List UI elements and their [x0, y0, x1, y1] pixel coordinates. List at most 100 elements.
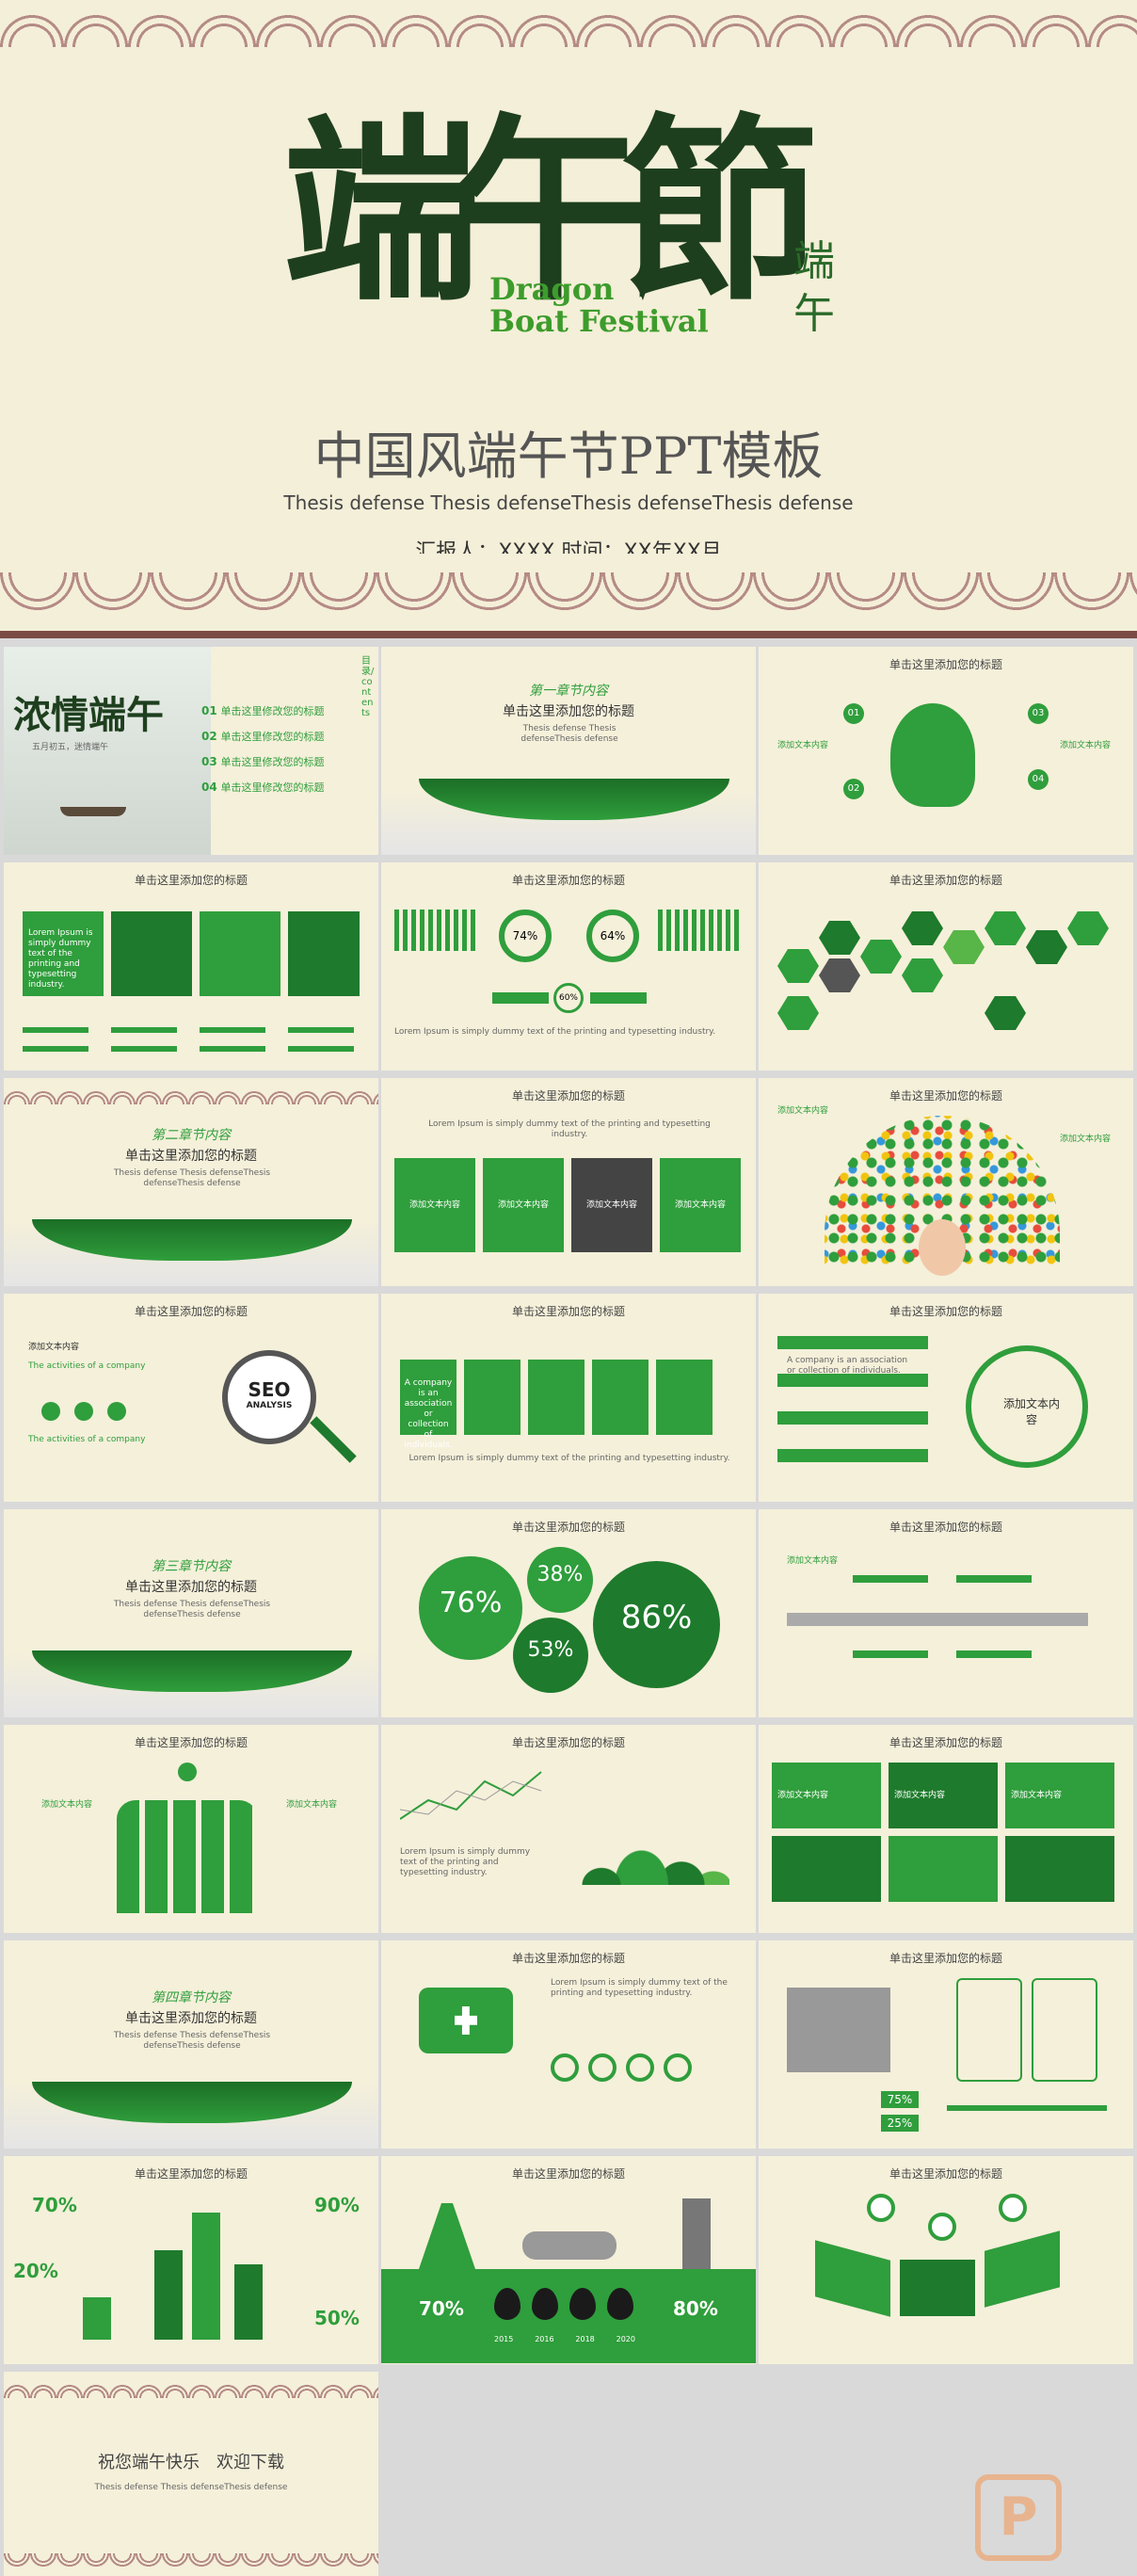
chapter-desc: Thesis defense Thesis defenseThesis defe…: [113, 1168, 271, 1188]
timeline-branch: [853, 1650, 928, 1658]
toc-item-number: 01: [201, 704, 217, 717]
slide-oil[interactable]: 单击这里添加您的标题 70% 80% 2015 2016 2018 2020: [381, 2156, 756, 2364]
slide-ending[interactable]: 祝您端午快乐 欢迎下载 Thesis defense Thesis defens…: [4, 2372, 378, 2576]
text-column: [288, 911, 360, 996]
hexagon-icon: [860, 940, 902, 974]
slide-bars[interactable]: 单击这里添加您的标题 70% 20% 90% 50%: [4, 2156, 378, 2364]
stat-25: 25%: [881, 2115, 919, 2132]
map-pin-icon: [999, 2194, 1027, 2222]
chapter-title: 第四章节内容: [152, 1990, 231, 2005]
slide-hexagons[interactable]: 单击这里添加您的标题: [759, 862, 1133, 1071]
card-dark: [571, 1158, 652, 1252]
body-text: Lorem Ipsum is simply dummy text of the …: [394, 1027, 716, 1037]
slide-title: 单击这里添加您的标题: [511, 1521, 625, 1534]
slide-title: 单击这里添加您的标题: [889, 874, 1002, 887]
slide-timeline-arrow[interactable]: 单击这里添加您的标题 添加文本内容: [759, 1509, 1133, 1717]
toc-ink-painting: [4, 647, 211, 855]
slide-title: 单击这里添加您的标题: [134, 1305, 248, 1318]
card-label: 添加文本内容: [585, 1200, 637, 1210]
bar-2: [154, 2250, 183, 2340]
slide-title: 单击这里添加您的标题: [134, 1736, 248, 1749]
slide-title: 单击这里添加您的标题: [889, 658, 1002, 671]
slide-team[interactable]: 单击这里添加您的标题 添加文本内容 添加文本内容: [4, 1725, 378, 1933]
slide-line-chart[interactable]: 单击这里添加您的标题 Lorem Ipsum is simply dummy t…: [381, 1725, 756, 1933]
slide-title: 单击这里添加您的标题: [511, 1089, 625, 1103]
mountain-chart-icon: [569, 1772, 729, 1885]
slide-title: 单击这里添加您的标题: [134, 874, 248, 887]
bubble-53: 53%: [513, 1618, 588, 1693]
english-title-line1: Dragon: [489, 271, 615, 307]
slide-bubbles[interactable]: 单击这里添加您的标题 76% 38% 53% 86%: [381, 1509, 756, 1717]
english-title: Dragon Boat Festival: [489, 273, 709, 337]
slide-columns[interactable]: 单击这里添加您的标题 Lorem Ipsum is simply dummy t…: [4, 862, 378, 1071]
text-column: [111, 911, 192, 996]
slide-medical[interactable]: 单击这里添加您的标题 Lorem Ipsum is simply dummy t…: [381, 1940, 756, 2149]
slide-app-icons[interactable]: 单击这里添加您的标题 添加文本内容 添加文本内容: [759, 1078, 1133, 1286]
hexagon-icon: [985, 996, 1026, 1030]
slide-chapter-2[interactable]: 第二章节内容 单击这里添加您的标题 Thesis defense Thesis …: [4, 1078, 378, 1286]
toc-item[interactable]: 03 单击这里修改您的标题: [201, 754, 371, 780]
toc-item[interactable]: 02 单击这里修改您的标题: [201, 729, 371, 754]
slide-title: 单击这里添加您的标题: [134, 2167, 248, 2181]
slide-3d-blocks[interactable]: 单击这里添加您的标题: [759, 2156, 1133, 2364]
cover-slide[interactable]: 端午節 Dragon Boat Festival 端午 中国风端午节PPT模板 …: [0, 0, 1137, 638]
company-text: The activities of a company: [28, 1361, 146, 1371]
slide-title: 单击这里添加您的标题: [511, 2167, 625, 2181]
slide-people-stats[interactable]: 单击这里添加您的标题 74% 64% 60% Lorem Ipsum is si…: [381, 862, 756, 1071]
timeline-bar: [787, 1613, 1088, 1626]
team-silhouettes-icon: [117, 1800, 258, 1913]
toc-item[interactable]: 04 单击这里修改您的标题: [201, 780, 371, 805]
slide-cycle[interactable]: 单击这里添加您的标题 A company is an association o…: [759, 1294, 1133, 1502]
ending-title: 祝您端午快乐 欢迎下载: [98, 2453, 284, 2472]
slide-hospital[interactable]: 单击这里添加您的标题 75% 25%: [759, 1940, 1133, 2149]
slide-chapter-1[interactable]: 第一章节内容 单击这里添加您的标题 Thesis defense Thesis …: [381, 647, 756, 855]
slide-title: 单击这里添加您的标题: [511, 874, 625, 887]
wave-border: [4, 2372, 378, 2398]
progress-bars: [23, 1027, 360, 1033]
text-column: [200, 911, 280, 996]
slide-chapter-3[interactable]: 第三章节内容 单击这里添加您的标题 Thesis defense Thesis …: [4, 1509, 378, 1717]
toc-item[interactable]: 01 单击这里修改您的标题: [201, 703, 371, 729]
team-label: 添加文本内容: [41, 1800, 93, 1810]
oil-drop-icon: [532, 2288, 558, 2320]
mini-pie: [664, 2053, 692, 2082]
ending-subtitle: Thesis defense Thesis defenseThesis defe…: [94, 2483, 288, 2492]
dragon-boat-icon: [60, 807, 126, 816]
hexagon-icon: [819, 958, 860, 992]
slide-title: 单击这里添加您的标题: [889, 2167, 1002, 2181]
cover-subtitle: Thesis defense Thesis defenseThesis defe…: [283, 491, 854, 514]
donut-74: 74%: [499, 910, 552, 962]
slide-five-boxes[interactable]: 单击这里添加您的标题 A company is an association o…: [381, 1294, 756, 1502]
doctor-card-icon: [956, 1978, 1022, 2082]
info-box: [400, 1360, 456, 1435]
bubble-38: 38%: [527, 1547, 593, 1613]
info-box: [464, 1360, 520, 1435]
donut-64: 64%: [586, 910, 639, 962]
chapter-desc: Thesis defense Thesis defenseThesis defe…: [520, 724, 618, 744]
toc-item-number: 03: [201, 755, 217, 768]
block-3d: [985, 2230, 1060, 2308]
grid-tile: [1005, 1836, 1114, 1902]
slide-title: 单击这里添加您的标题: [889, 1305, 1002, 1318]
line-chart-icon: [400, 1771, 542, 1820]
slide-seo[interactable]: 单击这里添加您的标题 添加文本内容 The activities of a co…: [4, 1294, 378, 1502]
card-label: 添加文本内容: [497, 1200, 549, 1210]
hexagon-icon: [902, 911, 943, 945]
column-text: Lorem Ipsum is simply dummy text of the …: [28, 928, 93, 990]
card-green: [660, 1158, 741, 1252]
mini-pie: [626, 2053, 654, 2082]
grid-tile: [772, 1836, 881, 1902]
watermark-logo-icon: P: [975, 2474, 1062, 2561]
slide-chapter-4[interactable]: 第四章节内容 单击这里添加您的标题 Thesis defense Thesis …: [4, 1940, 378, 2149]
slide-brain[interactable]: 单击这里添加您的标题 01 02 03 04 添加文本内容 添加文本内容: [759, 647, 1133, 855]
bullet-circle: [107, 1402, 126, 1421]
timeline-branch: [956, 1575, 1032, 1583]
bar-3: [192, 2213, 220, 2340]
slide-toc[interactable]: 浓情端午 五月初五，迷情端午 目录/contents 01 单击这里修改您的标题…: [4, 647, 378, 855]
slide-four-cards[interactable]: 单击这里添加您的标题 Lorem Ipsum is simply dummy t…: [381, 1078, 756, 1286]
toc-brush-title: 浓情端午: [13, 693, 164, 737]
bubble-86: 86%: [593, 1561, 720, 1688]
grid-tile: [889, 1836, 998, 1902]
slide-green-grid[interactable]: 单击这里添加您的标题 添加文本内容 添加文本内容 添加文本内容: [759, 1725, 1133, 1933]
toc-item-number: 02: [201, 730, 217, 743]
